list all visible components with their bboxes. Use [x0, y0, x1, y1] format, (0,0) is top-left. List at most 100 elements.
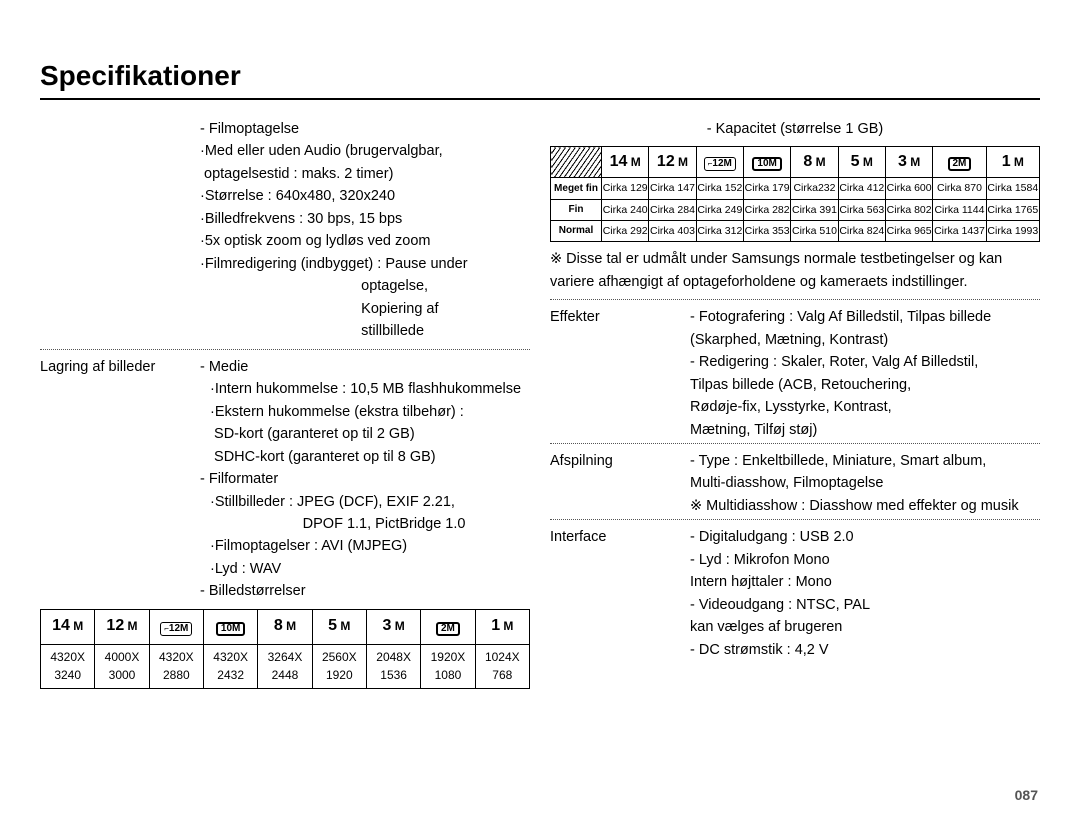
table-header: 8 M [791, 147, 838, 178]
spec-line: ·Intern hukommelse : 10,5 MB flashhukomm… [200, 378, 530, 400]
table-cell: 4320X3240 [41, 644, 95, 688]
table-header: ⌐12M [149, 609, 203, 644]
table-cell: 1920X1080 [421, 644, 475, 688]
page-number: 087 [1015, 787, 1038, 803]
spec-line: ·Filmredigering (indbygget) : Pause unde… [200, 253, 530, 275]
table-cell: Cirka 240 [602, 199, 649, 220]
table-cell: Cirka 510 [791, 221, 838, 242]
spec-line: DPOF 1.1, PictBridge 1.0 [200, 513, 530, 535]
spec-subhead: - Filformater [200, 468, 530, 490]
spec-line: Tilpas billede (ACB, Retouchering, [690, 374, 1040, 396]
spec-line: ·Med eller uden Audio (brugervalgbar, [200, 140, 530, 162]
table-row: FinCirka 240Cirka 284Cirka 249Cirka 282C… [551, 199, 1040, 220]
table-cell: 4320X2432 [203, 644, 257, 688]
page-title: Specifikationer [40, 60, 1040, 100]
table-row: NormalCirka 292Cirka 403Cirka 312Cirka 3… [551, 221, 1040, 242]
table-cell: Cirka232 [791, 178, 838, 199]
table-cell: Cirka 870 [933, 178, 986, 199]
columns: - Filmoptagelse ·Med eller uden Audio (b… [40, 118, 1040, 689]
spec-line: - Lyd : Mikrofon Mono [690, 549, 1040, 571]
spec-line: ·Billedfrekvens : 30 bps, 15 bps [200, 208, 530, 230]
table-header: 5 M [838, 147, 885, 178]
capacity-label: - Kapacitet (størrelse 1 GB) [550, 118, 1040, 140]
table-header: 12 M [95, 609, 149, 644]
spec-line: ·Ekstern hukommelse (ekstra tilbehør) : [200, 401, 530, 423]
spec-line: optagelse, [200, 275, 530, 297]
table-cell: Cirka 179 [743, 178, 790, 199]
size-table: 14 M12 M⌐12M10M8 M5 M3 M2M1 M 4320X32404… [40, 609, 530, 689]
spec-line: Rødøje-fix, Lysstyrke, Kontrast, [690, 396, 1040, 418]
spec-line: - Fotografering : Valg Af Billedstil, Ti… [690, 306, 1040, 328]
afspilning-section: Afspilning - Type : Enkeltbillede, Minia… [550, 450, 1040, 517]
table-header: 3 M [885, 147, 932, 178]
spacer [40, 118, 200, 343]
spec-subhead: - Billedstørrelser [200, 580, 530, 602]
spec-line: Multi-diasshow, Filmoptagelse [690, 472, 1040, 494]
spec-line: - Digitaludgang : USB 2.0 [690, 526, 1040, 548]
interface-label: Interface [550, 526, 690, 661]
spec-line: ·Stillbilleder : JPEG (DCF), EXIF 2.21, [200, 491, 530, 513]
spec-line: ·Lyd : WAV [200, 558, 530, 580]
resolution-icon: ⌐12M [160, 622, 192, 636]
spec-line: Kopiering af [200, 298, 530, 320]
table-cell: 3264X2448 [258, 644, 312, 688]
divider [550, 519, 1040, 520]
table-header: 10M [203, 609, 257, 644]
divider [40, 349, 530, 350]
spec-line: optagelsestid : maks. 2 timer) [200, 163, 530, 185]
table-header: 14 M [602, 147, 649, 178]
afspilning-label: Afspilning [550, 450, 690, 517]
table-header: ⌐12M [696, 147, 743, 178]
spec-line: Intern højttaler : Mono [690, 571, 1040, 593]
effekter-section: Effekter - Fotografering : Valg Af Bille… [550, 306, 1040, 441]
table-cell: 1024X768 [475, 644, 529, 688]
table-header: 14 M [41, 609, 95, 644]
table-cell: Cirka 965 [885, 221, 932, 242]
table-cell: Cirka 412 [838, 178, 885, 199]
table-cell: Cirka 391 [791, 199, 838, 220]
spec-line: (Skarphed, Mætning, Kontrast) [690, 329, 1040, 351]
table-cell: Cirka 1437 [933, 221, 986, 242]
spec-line: - Videoudgang : NTSC, PAL [690, 594, 1040, 616]
spec-line: SDHC-kort (garanteret op til 8 GB) [200, 446, 530, 468]
spec-line: - Type : Enkeltbillede, Miniature, Smart… [690, 450, 1040, 472]
spec-line: - DC strømstik : 4,2 V [690, 639, 1040, 661]
table-header: 2M [421, 609, 475, 644]
table-header: 10M [743, 147, 790, 178]
divider [550, 443, 1040, 444]
row-label: Normal [551, 221, 602, 242]
table-cell: 2048X1536 [366, 644, 420, 688]
table-header: 1 M [475, 609, 529, 644]
spec-line: ·5x optisk zoom og lydløs ved zoom [200, 230, 530, 252]
filmoptagelse-head: - Filmoptagelse [200, 118, 530, 140]
table-header: 12 M [649, 147, 696, 178]
afspilning-content: - Type : Enkeltbillede, Miniature, Smart… [690, 450, 1040, 517]
lagring-content: - Medie·Intern hukommelse : 10,5 MB flas… [200, 356, 530, 603]
table-cell: Cirka 600 [885, 178, 932, 199]
capacity-note: ※ Disse tal er udmålt under Samsungs nor… [550, 248, 1040, 293]
table-cell: Cirka 563 [838, 199, 885, 220]
spec-line: - Redigering : Skaler, Roter, Valg Af Bi… [690, 351, 1040, 373]
filmoptagelse-section: - Filmoptagelse ·Med eller uden Audio (b… [40, 118, 530, 343]
divider [550, 299, 1040, 300]
table-header: 1 M [986, 147, 1039, 178]
table-cell: Cirka 147 [649, 178, 696, 199]
table-cell: 4320X2880 [149, 644, 203, 688]
filmoptagelse-content: - Filmoptagelse ·Med eller uden Audio (b… [200, 118, 530, 343]
table-cell: Cirka 282 [743, 199, 790, 220]
table-header [551, 147, 602, 178]
table-cell: Cirka 403 [649, 221, 696, 242]
effekter-content: - Fotografering : Valg Af Billedstil, Ti… [690, 306, 1040, 441]
spec-line: Mætning, Tilføj støj) [690, 419, 1040, 441]
right-column: - Kapacitet (størrelse 1 GB) 14 M12 M⌐12… [550, 118, 1040, 689]
resolution-icon: 2M [436, 622, 460, 636]
interface-section: Interface - Digitaludgang : USB 2.0- Lyd… [550, 526, 1040, 661]
table-cell: 4000X3000 [95, 644, 149, 688]
resolution-icon: 2M [948, 157, 972, 171]
table-cell: 2560X1920 [312, 644, 366, 688]
table-cell: Cirka 312 [696, 221, 743, 242]
row-label: Fin [551, 199, 602, 220]
resolution-icon: 10M [216, 622, 245, 636]
table-header: 5 M [312, 609, 366, 644]
spec-subhead: - Medie [200, 356, 530, 378]
